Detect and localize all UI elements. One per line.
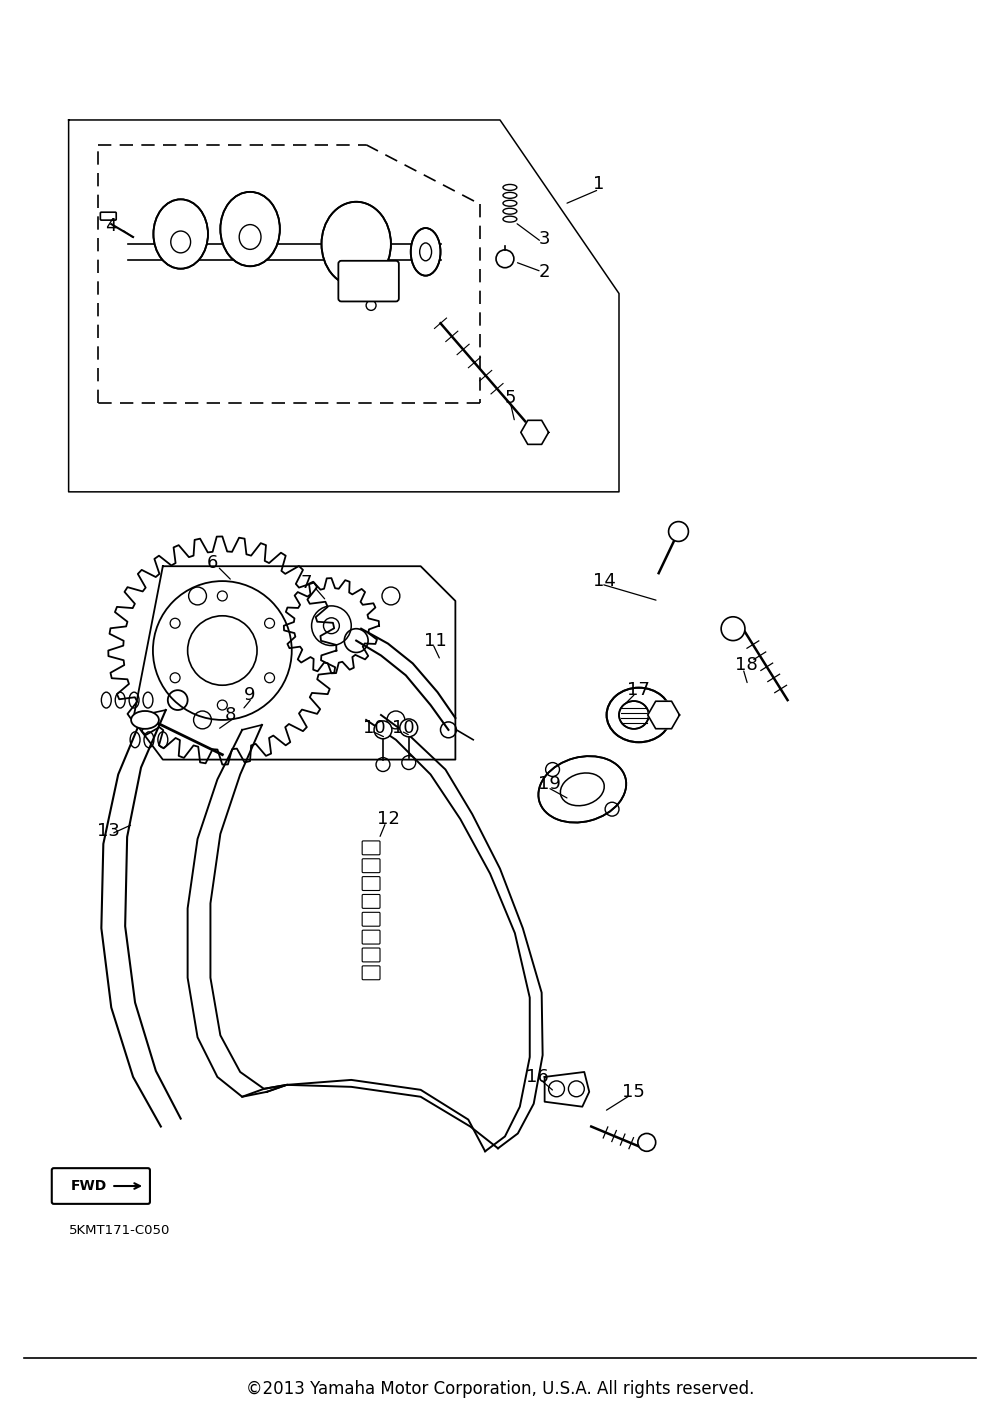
Text: 7: 7 (301, 573, 312, 592)
Ellipse shape (131, 712, 159, 729)
FancyBboxPatch shape (100, 212, 116, 221)
Ellipse shape (619, 702, 649, 729)
Polygon shape (521, 420, 549, 444)
Circle shape (669, 522, 688, 541)
Text: 1: 1 (593, 175, 605, 194)
Ellipse shape (153, 199, 208, 269)
Text: 10: 10 (363, 719, 385, 737)
Text: 13: 13 (97, 822, 120, 840)
FancyBboxPatch shape (362, 948, 380, 962)
FancyBboxPatch shape (362, 841, 380, 855)
Text: 19: 19 (538, 776, 561, 794)
Ellipse shape (220, 192, 280, 266)
Text: 17: 17 (627, 682, 650, 699)
FancyBboxPatch shape (362, 858, 380, 872)
Text: 12: 12 (377, 810, 400, 828)
FancyBboxPatch shape (362, 877, 380, 891)
Text: 11: 11 (424, 632, 447, 649)
FancyBboxPatch shape (362, 895, 380, 908)
Text: 8: 8 (225, 706, 236, 724)
Text: ©2013 Yamaha Motor Corporation, U.S.A. All rights reserved.: ©2013 Yamaha Motor Corporation, U.S.A. A… (246, 1380, 754, 1399)
Polygon shape (648, 702, 679, 729)
Text: 18: 18 (735, 656, 757, 675)
FancyBboxPatch shape (362, 931, 380, 943)
FancyBboxPatch shape (362, 912, 380, 926)
Circle shape (721, 616, 745, 640)
Text: 14: 14 (593, 572, 616, 591)
Text: 10: 10 (392, 719, 415, 737)
Text: FWD: FWD (70, 1180, 107, 1192)
Circle shape (400, 719, 418, 737)
Text: 5: 5 (504, 388, 516, 407)
FancyBboxPatch shape (362, 966, 380, 980)
Circle shape (496, 250, 514, 268)
Text: 4: 4 (106, 218, 117, 235)
Circle shape (638, 1134, 656, 1151)
Text: 15: 15 (622, 1083, 645, 1101)
Text: 3: 3 (539, 231, 550, 248)
Circle shape (374, 721, 392, 739)
Text: 5KMT171-C050: 5KMT171-C050 (69, 1224, 170, 1237)
Ellipse shape (538, 756, 626, 822)
Text: 2: 2 (539, 263, 550, 280)
FancyBboxPatch shape (52, 1168, 150, 1204)
Ellipse shape (411, 228, 441, 276)
FancyBboxPatch shape (338, 260, 399, 302)
Text: 9: 9 (244, 686, 256, 704)
Ellipse shape (322, 202, 391, 286)
Text: 6: 6 (207, 554, 218, 572)
Text: 16: 16 (526, 1067, 549, 1086)
Ellipse shape (607, 687, 671, 743)
